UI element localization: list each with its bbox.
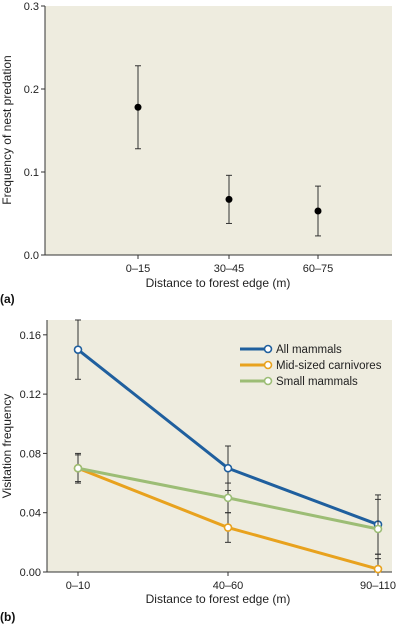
- panel-b-label: (b): [0, 610, 15, 624]
- data-point: [134, 103, 142, 111]
- data-point: [373, 524, 383, 534]
- legend-entry-label: Small mammals: [276, 376, 358, 388]
- x-tick-label: 40–60: [213, 580, 244, 592]
- panel-b-marks: [73, 319, 383, 574]
- panel-b: 0.00 0.04 0.08 0.12 0.16 0–10 40–60 90–110 All …: [0, 319, 396, 624]
- data-point: [223, 463, 233, 473]
- data-point: [223, 493, 233, 503]
- panel-a: 0.0 0.1 0.2 0.3 0–15 30–45 60–75 Distance to f…: [0, 1, 392, 306]
- x-tick-label: 0–15: [126, 263, 150, 275]
- x-tick-label: 90–110: [360, 580, 396, 592]
- y-tick-label: 0.3: [24, 1, 39, 13]
- panel-b-x-axis-label: Distance to forest edge (m): [146, 592, 291, 606]
- x-tick-label: 60–75: [303, 263, 334, 275]
- y-tick-label: 0.04: [20, 508, 41, 520]
- legend-entry-label: All mammals: [276, 344, 342, 356]
- x-tick-label: 30–45: [214, 263, 245, 275]
- panel-b-plot-area: [47, 320, 392, 572]
- y-tick-label: 0.1: [24, 167, 39, 179]
- panel-a-axes: 0.0 0.1 0.2 0.3 0–15 30–45 60–75: [24, 1, 392, 275]
- legend-marker: [263, 376, 273, 386]
- legend-entry-label: Mid-sized carnivores: [276, 360, 382, 372]
- panel-a-label: (a): [0, 292, 15, 306]
- panel-a-x-axis-label: Distance to forest edge (m): [146, 276, 291, 290]
- y-tick-label: 0.08: [20, 448, 41, 460]
- x-tick-label: 0–10: [66, 580, 90, 592]
- panel-a-marks: [134, 65, 322, 237]
- y-tick-label: 0.2: [24, 84, 39, 96]
- y-tick-label: 0.12: [20, 389, 41, 401]
- panel-b-y-axis-label: Visitation frequency: [0, 394, 14, 499]
- data-point: [73, 345, 83, 354]
- y-tick-label: 0.16: [20, 330, 41, 342]
- y-tick-label: 0.00: [20, 567, 41, 579]
- panel-a-y-axis-label: Frequency of nest predation: [0, 55, 14, 204]
- data-point: [373, 564, 383, 574]
- y-tick-label: 0.0: [24, 250, 39, 262]
- panel-a-plot-area: [45, 6, 392, 255]
- data-point: [314, 207, 322, 215]
- data-point: [225, 195, 233, 203]
- data-point: [73, 463, 83, 473]
- panel-b-axes: 0.00 0.04 0.08 0.12 0.16 0–10 40–60 90–110: [20, 320, 396, 592]
- panel-b-legend: All mammals Mid-sized carnivores Small mam…: [240, 344, 382, 388]
- legend-marker: [263, 360, 273, 370]
- data-point: [223, 523, 233, 532]
- legend-marker: [263, 344, 273, 354]
